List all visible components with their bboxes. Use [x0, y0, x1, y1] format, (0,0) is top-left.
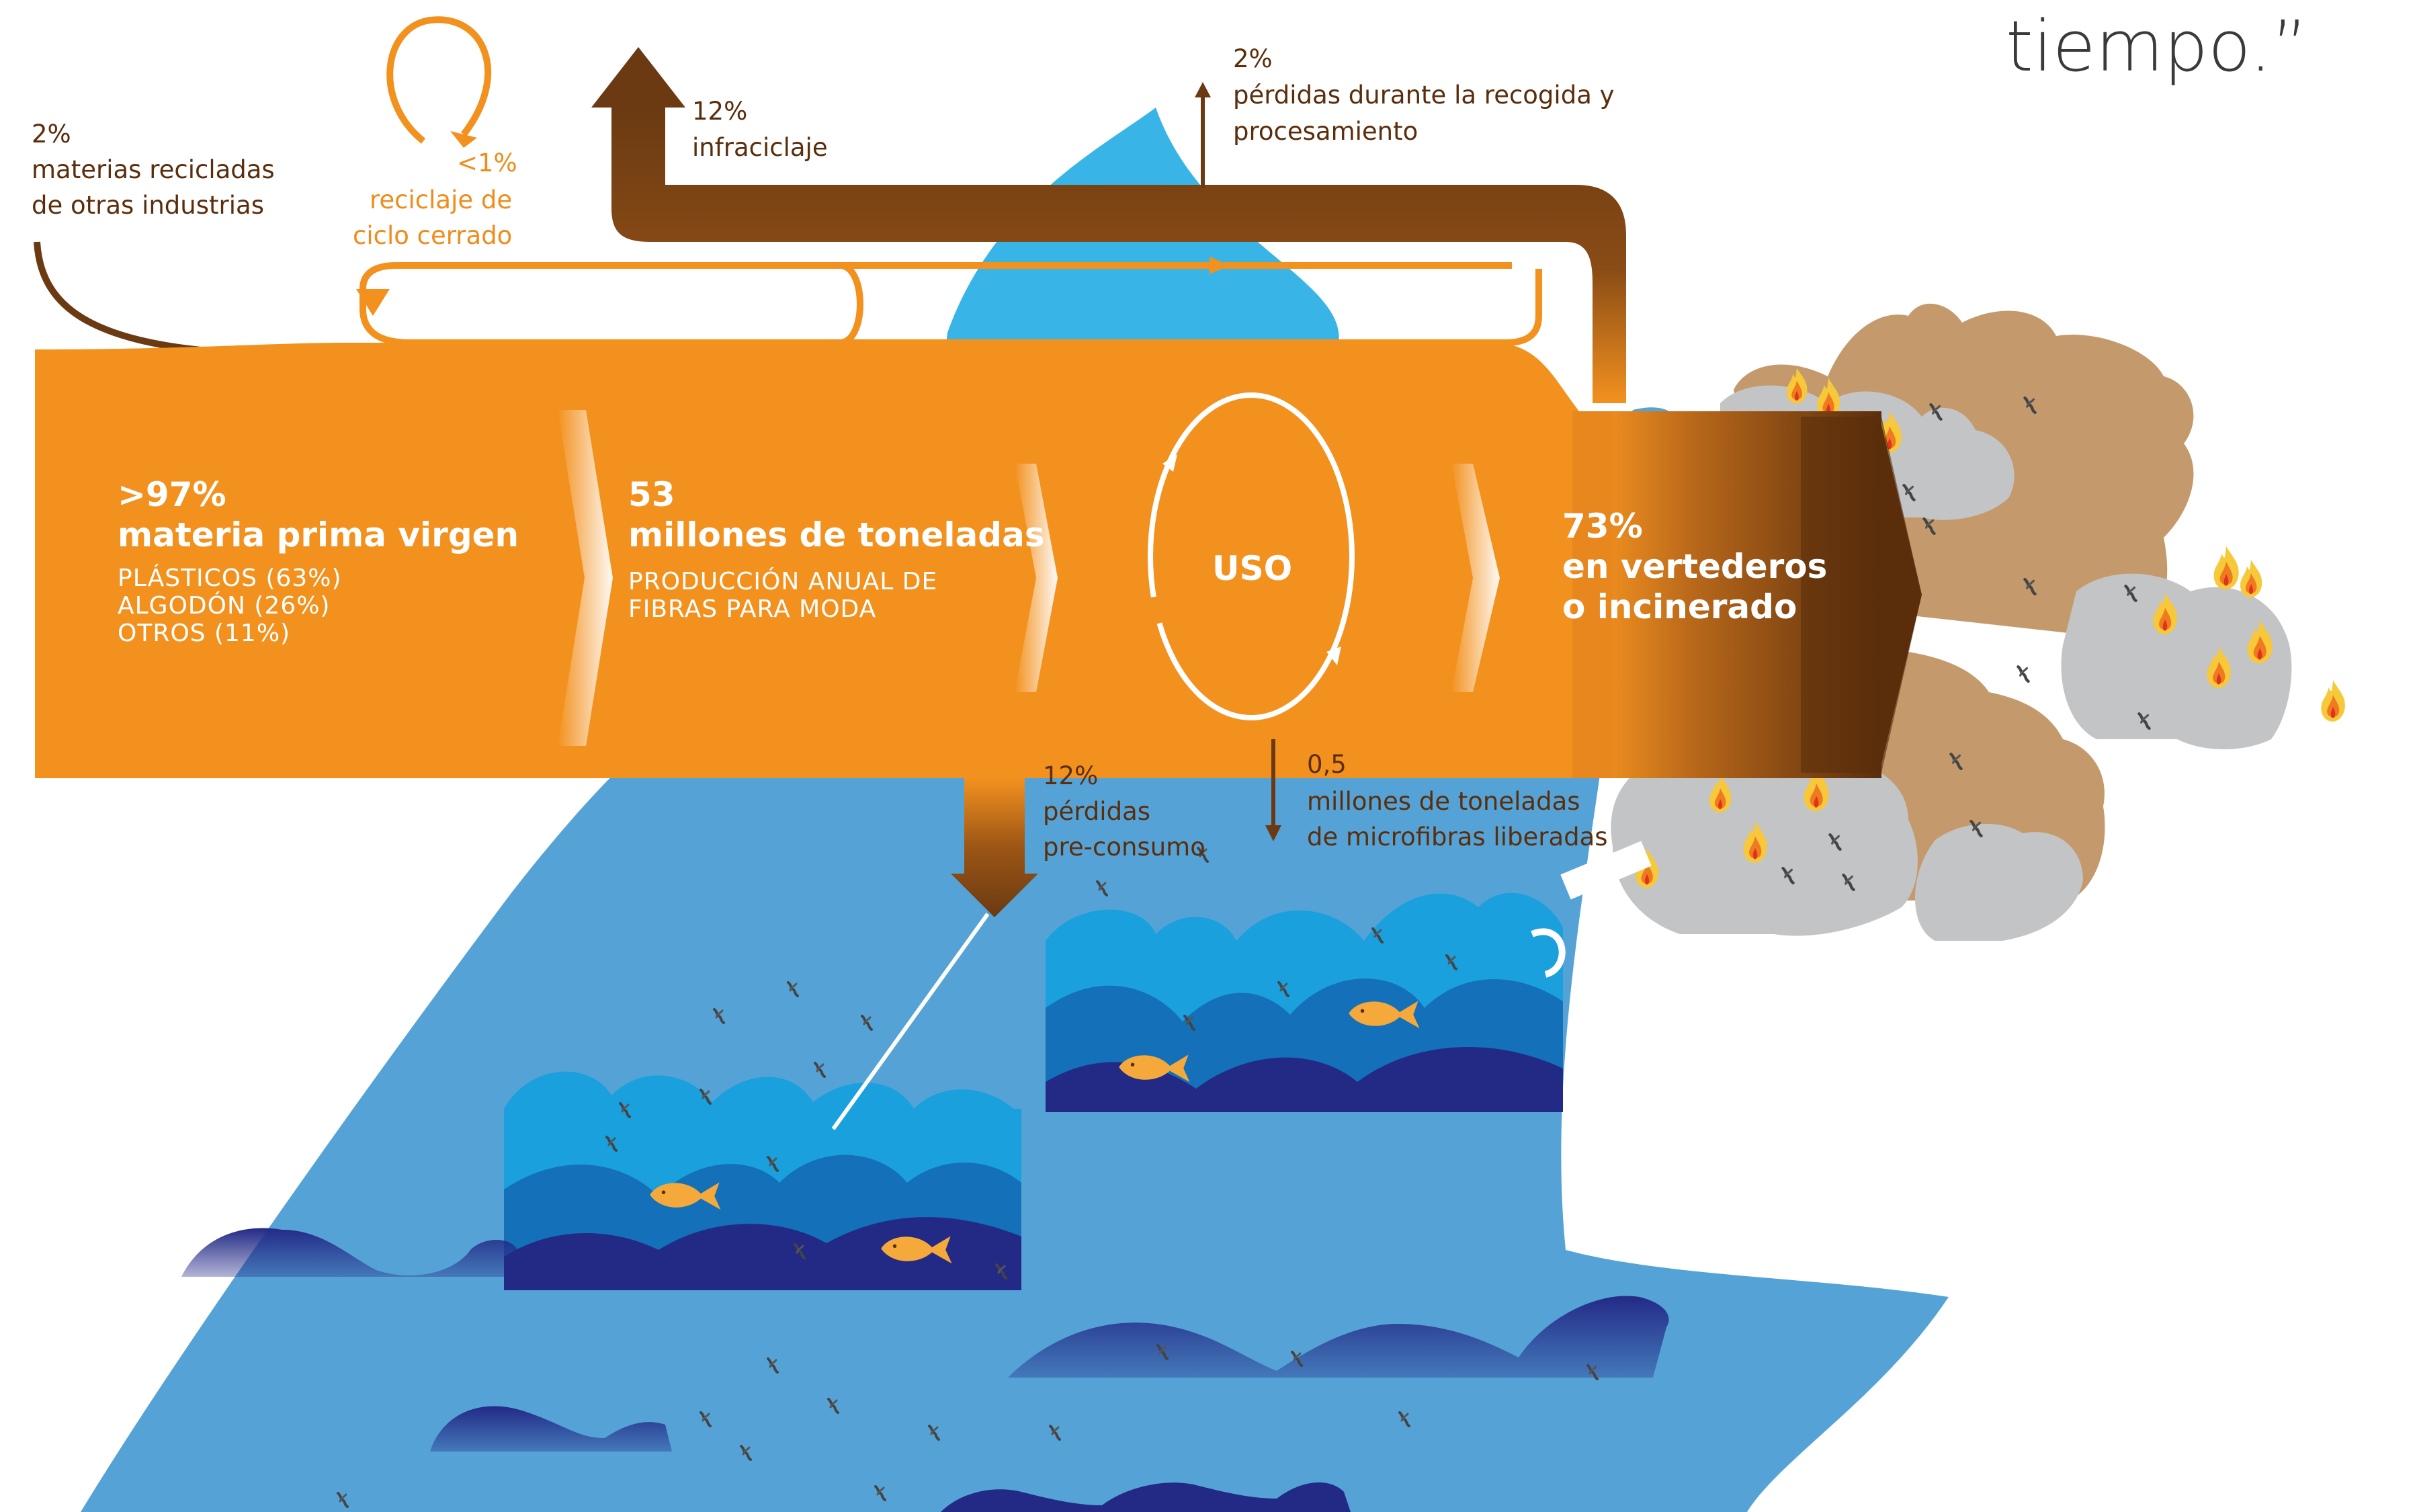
collection-line2: procesamiento — [1233, 117, 1418, 146]
microfiber-line2: de microfibras liberadas — [1307, 823, 1608, 851]
virgin-item-other: OTROS (11%) — [118, 620, 291, 647]
chevron — [1015, 464, 1058, 692]
production-line1: PRODUCCIÓN ANUAL DE — [628, 568, 938, 595]
microfiber-line1: millones de toneladas — [1307, 787, 1580, 816]
pre-consumer-loss-arrow — [951, 778, 1038, 917]
wave-left — [181, 1228, 524, 1277]
production-line2: FIBRAS PARA MODA — [628, 595, 877, 623]
cascaded-percent: 12% — [692, 97, 748, 126]
closed-loop-percent: <1% — [457, 149, 517, 177]
cascaded-text: infraciclaje — [692, 133, 828, 162]
chevron — [558, 410, 613, 746]
recycled-line2: de otras industrias — [32, 191, 264, 220]
closed-loop-line2: ciclo cerrado — [353, 221, 513, 250]
closed-loop-arrow — [359, 262, 1542, 346]
landfill-line2: o incinerado — [1562, 587, 1797, 626]
wave-lower — [430, 1406, 672, 1452]
production-title: millones de toneladas — [628, 515, 1045, 554]
up-arrowhead — [591, 47, 685, 108]
collection-percent: 2% — [1233, 44, 1273, 73]
wave-mid — [1008, 1296, 1669, 1378]
ocean-body — [81, 672, 1949, 1512]
virgin-item-cotton: ALGODÓN (26%) — [118, 592, 331, 620]
loss-arrowhead — [1195, 82, 1211, 97]
main-flow-band — [35, 343, 1586, 778]
wave-bottom — [941, 1482, 1351, 1512]
recycled-inflow-curve — [34, 241, 243, 356]
use-cycle-icon — [1148, 392, 1355, 720]
pre-consumer-line1: pérdidas — [1043, 797, 1151, 826]
recycled-percent: 2% — [32, 120, 71, 149]
virgin-title: materia prima virgen — [118, 515, 519, 554]
virgin-percent: >97% — [118, 475, 226, 514]
quote-tail: tiempo.” — [2006, 5, 2308, 87]
landfill-line1: en vertederos — [1562, 547, 1828, 586]
use-label: USO — [1212, 549, 1293, 588]
pre-consumer-percent: 12% — [1043, 761, 1099, 790]
closed-loop-icon — [386, 16, 491, 144]
pre-consumer-line2: pre-consumo — [1043, 833, 1205, 862]
wave-panel-right — [1046, 892, 1566, 1112]
production-value: 53 — [628, 475, 675, 514]
landfill-percent: 73% — [1562, 507, 1643, 546]
microfiber-value: 0,5 — [1307, 750, 1347, 779]
chevron — [1451, 464, 1500, 692]
recycled-line1: materias recicladas — [32, 155, 275, 184]
collection-line1: pérdidas durante la recogida y — [1233, 81, 1615, 110]
closed-loop-line1: reciclaje de — [370, 185, 513, 214]
virgin-item-plastics: PLÁSTICOS (63%) — [118, 564, 342, 592]
